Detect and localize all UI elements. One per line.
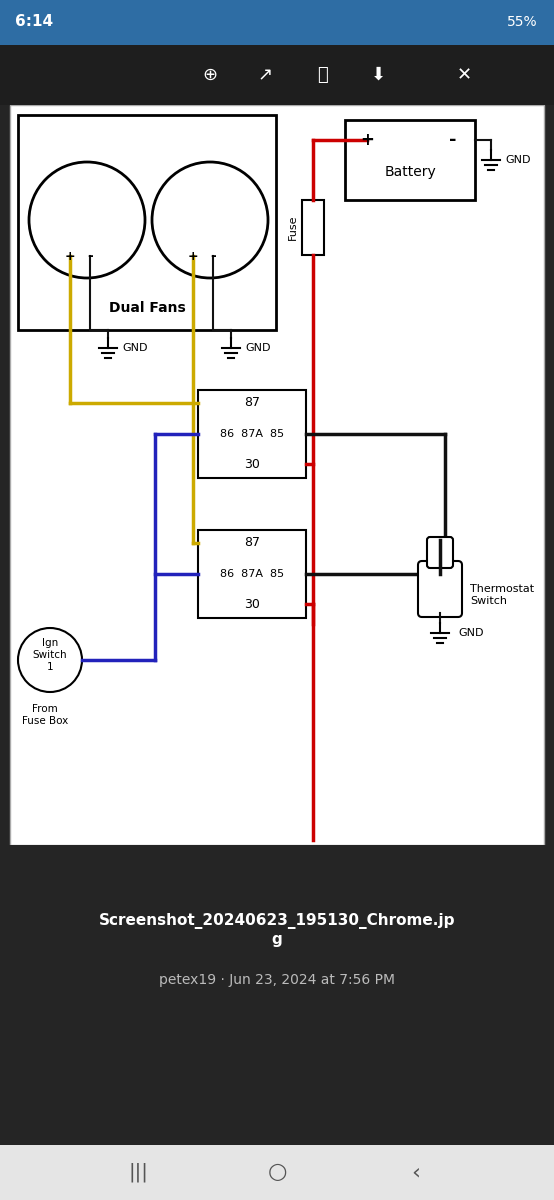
Text: Dual Fans: Dual Fans — [109, 301, 186, 314]
Circle shape — [152, 162, 268, 278]
Bar — [198, 530, 306, 618]
Text: 87: 87 — [244, 396, 260, 409]
Text: -: - — [87, 248, 93, 263]
Text: GND: GND — [458, 628, 484, 638]
Text: ‹: ‹ — [412, 1162, 420, 1182]
Text: ⬇: ⬇ — [371, 66, 386, 84]
Text: ↗: ↗ — [258, 66, 273, 84]
Bar — [302, 200, 324, 254]
FancyBboxPatch shape — [427, 538, 453, 568]
Text: 55%: 55% — [507, 14, 538, 29]
Text: 87: 87 — [244, 536, 260, 550]
Circle shape — [18, 628, 82, 692]
Text: 86  87A  85: 86 87A 85 — [220, 569, 284, 578]
Bar — [0, 1145, 554, 1200]
Text: petex19 · Jun 23, 2024 at 7:56 PM: petex19 · Jun 23, 2024 at 7:56 PM — [159, 973, 395, 986]
Text: ○: ○ — [268, 1162, 286, 1182]
Text: 6:14: 6:14 — [15, 14, 53, 30]
Text: Battery: Battery — [384, 164, 436, 179]
Bar — [18, 115, 276, 330]
Text: -: - — [449, 131, 456, 149]
Text: ⊕: ⊕ — [202, 66, 218, 84]
Bar — [0, 845, 554, 1145]
Text: 30: 30 — [244, 457, 260, 470]
Text: ⬜: ⬜ — [317, 66, 327, 84]
Text: GND: GND — [245, 343, 270, 353]
Text: From
Fuse Box: From Fuse Box — [22, 704, 68, 726]
Text: Thermostat
Switch: Thermostat Switch — [470, 584, 534, 606]
Text: ✕: ✕ — [456, 66, 471, 84]
Text: Ign
Switch
1: Ign Switch 1 — [33, 638, 68, 672]
Text: +: + — [360, 131, 374, 149]
Text: |||: ||| — [128, 1163, 148, 1182]
Text: +: + — [65, 250, 75, 263]
Bar — [0, 0, 554, 44]
Text: +: + — [188, 250, 198, 263]
Text: GND: GND — [122, 343, 147, 353]
Bar — [0, 44, 554, 104]
Text: 86  87A  85: 86 87A 85 — [220, 428, 284, 439]
Circle shape — [29, 162, 145, 278]
Bar — [10, 104, 544, 845]
Bar — [345, 120, 475, 200]
Text: Fuse: Fuse — [288, 215, 298, 240]
FancyBboxPatch shape — [418, 560, 462, 617]
Text: -: - — [210, 248, 216, 263]
Text: 30: 30 — [244, 598, 260, 611]
Text: GND: GND — [505, 155, 531, 164]
Text: Screenshot_20240623_195130_Chrome.jp
g: Screenshot_20240623_195130_Chrome.jp g — [99, 913, 455, 947]
Bar — [198, 390, 306, 478]
